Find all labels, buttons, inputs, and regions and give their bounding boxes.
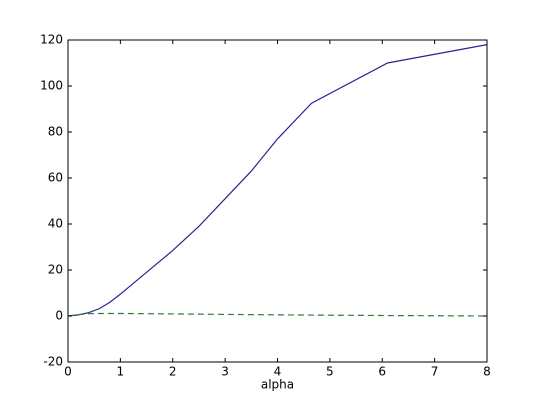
x-tick-label: 8 — [483, 365, 491, 379]
y-tick-label: 120 — [40, 33, 63, 47]
x-tick-label: 3 — [221, 365, 229, 379]
x-tick-label: 1 — [117, 365, 125, 379]
x-tick-label: 2 — [169, 365, 177, 379]
y-tick-label: 60 — [48, 171, 63, 185]
x-tick-label: 0 — [64, 365, 72, 379]
data-line — [67, 44, 488, 317]
x-tick-label: 6 — [378, 365, 386, 379]
y-tick-label: 80 — [48, 125, 63, 139]
y-tick-label: 40 — [48, 217, 63, 231]
y-tick-label: -20 — [43, 355, 63, 369]
x-tick-label: 5 — [326, 365, 334, 379]
y-tick-label: 0 — [55, 309, 63, 323]
x-tick-label: 7 — [431, 365, 439, 379]
y-tick-label: 20 — [48, 263, 63, 277]
x-axis-label: alpha — [261, 378, 294, 392]
x-tick-label: 4 — [274, 365, 282, 379]
y-tick-label: 100 — [40, 79, 63, 93]
data-line — [67, 312, 488, 317]
